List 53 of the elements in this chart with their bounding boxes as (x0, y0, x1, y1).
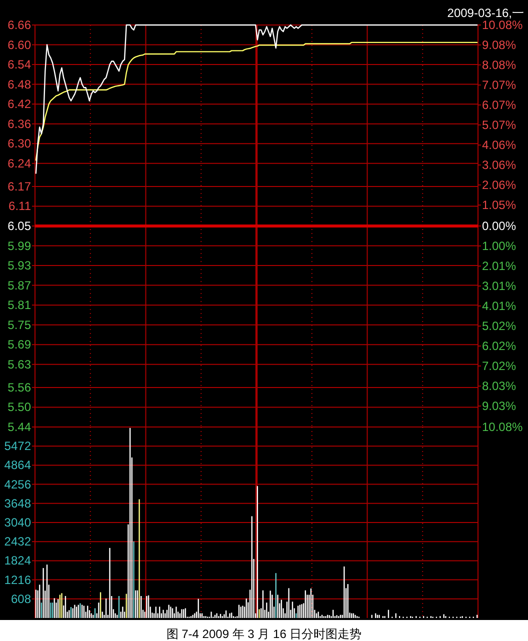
y-tick-label: 6.48 (8, 77, 32, 92)
y-tick-label: 5.69 (8, 338, 32, 352)
y2-tick-label: 5.07% (482, 118, 516, 132)
y-tick-label: 3648 (4, 496, 32, 510)
y-tick-label: 608 (10, 592, 32, 606)
y-tick-label: 5472 (4, 439, 32, 454)
y2-tick-label: 0.00% (482, 219, 516, 233)
y2-tick-label: 6.02% (482, 339, 516, 354)
y2-tick-label: 9.03% (482, 399, 516, 414)
y-tick-label: 3040 (4, 516, 32, 530)
y-tick-label: 4864 (4, 458, 32, 472)
y2-tick-label: 2.06% (482, 178, 516, 192)
y-tick-label: 5.63 (8, 357, 32, 372)
text: 2009-03-16,一 (447, 6, 524, 20)
y2-tick-label: 6.07% (482, 98, 516, 112)
y2-tick-label: 4.06% (482, 138, 516, 152)
y-tick-label: 6.17 (8, 179, 32, 194)
y-tick-label: 5.87 (8, 278, 32, 292)
y-tick-label: 1216 (4, 572, 32, 587)
y-tick-label: 6.11 (8, 199, 32, 214)
y2-tick-label: 8.08% (482, 58, 516, 72)
y-tick-label: 5.93 (8, 258, 32, 273)
y-tick-label: 5.56 (8, 380, 32, 394)
y-tick-label: 6.24 (8, 156, 32, 170)
y-tick-label: 5.50 (8, 400, 32, 414)
y2-tick-label: 3.01% (482, 279, 516, 294)
y-tick-label: 1824 (4, 554, 32, 568)
y2-tick-label: 4.01% (482, 298, 516, 313)
y2-tick-label: 9.08% (482, 38, 516, 52)
y-tick-label: 6.05 (8, 219, 32, 233)
y-tick-label: 5.81 (8, 298, 32, 312)
y2-tick-label: 7.07% (482, 78, 516, 92)
y-tick-label: 6.60 (8, 38, 32, 52)
caption: 图 7-4 2009 年 3 月 16 日分时图走势 (166, 627, 362, 641)
y-tick-label: 5.44 (8, 420, 32, 434)
y-tick-label: 6.36 (8, 116, 32, 131)
y2-tick-label: 7.02% (482, 358, 516, 373)
y-tick-label: 2432 (4, 534, 32, 549)
y2-tick-label: 10.08% (482, 420, 524, 434)
y-tick-label: 5.99 (8, 238, 32, 253)
y-tick-label: 6.54 (8, 58, 32, 72)
y-tick-label: 6.42 (8, 97, 32, 112)
y-tick-label: 6.30 (8, 136, 32, 151)
y2-tick-label: 1.05% (482, 198, 516, 212)
y2-tick-label: 10.08% (482, 18, 524, 32)
y2-tick-label: 5.02% (482, 319, 516, 334)
y-tick-label: 4256 (4, 477, 32, 492)
y2-tick-label: 3.06% (482, 158, 516, 172)
y2-tick-label: 1.00% (482, 238, 516, 253)
y-tick-label: 5.75 (8, 318, 32, 332)
y2-tick-label: 2.01% (482, 259, 516, 274)
y-tick-label: 6.66 (8, 18, 32, 32)
y2-tick-label: 8.03% (482, 379, 516, 394)
